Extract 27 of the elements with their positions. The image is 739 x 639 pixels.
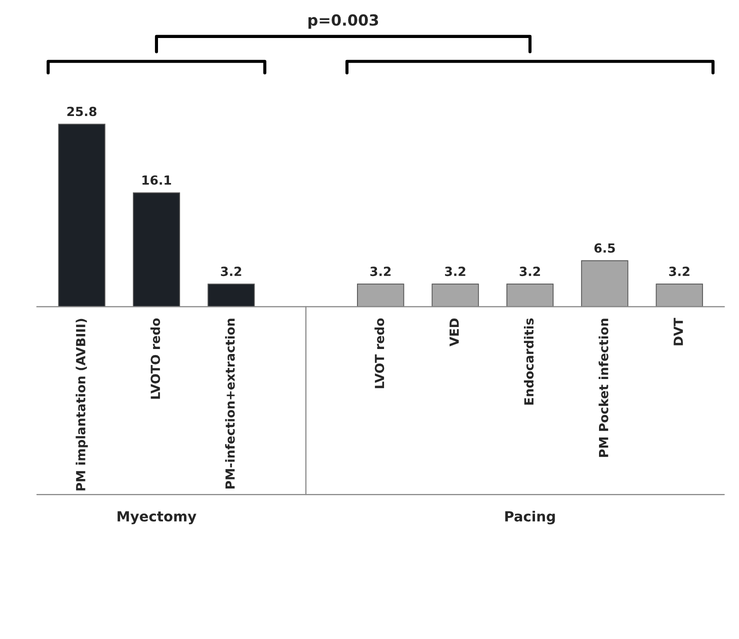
x-tick-label: LVOTO redo — [150, 318, 160, 399]
data-label: 25.8 — [67, 106, 96, 116]
data-label: 3.2 — [445, 266, 466, 276]
x-tick-label: DVT — [674, 318, 683, 346]
x-tick-label: LVOT redo — [374, 318, 384, 388]
bar — [208, 284, 255, 307]
data-label: 16.1 — [142, 175, 172, 185]
data-label: 3.2 — [669, 266, 690, 276]
x-tick-label: VED — [450, 318, 459, 346]
text: Myectomy — [118, 511, 196, 524]
data-label: 3.2 — [520, 266, 540, 276]
bar — [656, 284, 703, 307]
x-tick-label: PM Pocket infection — [598, 318, 608, 457]
bar — [132, 192, 180, 307]
text: p=0.003 — [308, 14, 378, 29]
data-label: 3.2 — [220, 266, 242, 276]
x-tick-label: PM-infection+extraction — [225, 318, 235, 488]
x-tick-label: PM implantation (AVBIII) — [76, 318, 88, 490]
x-tick-label: Endocarditis — [524, 318, 534, 405]
bar — [506, 284, 554, 307]
data-label: 6.5 — [594, 243, 615, 253]
bar — [432, 284, 479, 307]
text: Pacing — [505, 510, 555, 524]
bar — [58, 124, 106, 307]
bar — [581, 260, 628, 307]
bar — [357, 284, 404, 307]
data-label: 3.2 — [370, 266, 391, 276]
